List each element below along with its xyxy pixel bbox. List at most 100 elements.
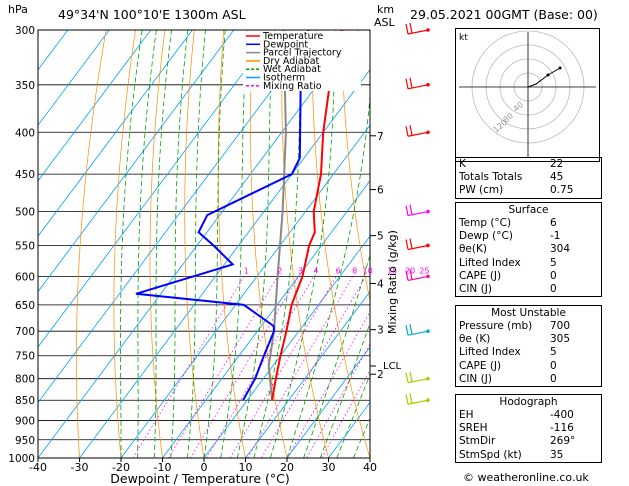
legend-entry: Parcel Trajectory	[263, 48, 342, 59]
wet-adiabat-line	[120, 30, 143, 458]
wet-adiabat-line	[220, 30, 248, 458]
location-label: 49°34'N 100°10'E 1300m ASL	[58, 7, 246, 22]
mixing-ratio-label: 2	[277, 266, 282, 275]
mixing-ratio-label: 4	[313, 266, 318, 275]
pressure-tick-label: 350	[15, 80, 35, 92]
temperature-tick-label: -10	[154, 461, 172, 474]
isotherm-line	[38, 30, 69, 71]
indices-table: K 22 Totals Totals 45 PW (cm) 0.75	[455, 157, 602, 199]
parcel-trajectory-line	[267, 30, 287, 401]
hodograph-table: Hodograph EH -400 SREH -116 StmDir 269° Stm…	[455, 394, 602, 463]
dry-adiabat-line	[311, 30, 370, 458]
hodograph-row: StmDir 269°	[459, 435, 576, 448]
hodograph-kt-label: kt	[459, 33, 468, 43]
wet-adiabat-line	[303, 253, 370, 458]
wind-barb	[409, 238, 413, 249]
wind-barb	[409, 204, 413, 215]
wet-adiabat-line	[286, 92, 370, 458]
mixing-axis-label: Mixing Ratio (g/kg)	[386, 230, 399, 334]
surface-row: θe(K) 304	[459, 243, 571, 256]
index-row-pw: PW (cm) 0.75	[459, 184, 574, 197]
km-unit-label: km	[377, 3, 395, 16]
index-row-totals: Totals Totals 45	[459, 171, 564, 184]
pressure-tick-label: 500	[15, 207, 35, 219]
isotherm-line	[161, 180, 370, 458]
wet-adiabat-line	[319, 322, 370, 458]
wind-barb	[405, 78, 409, 89]
dry-adiabat-line	[184, 30, 205, 458]
dry-adiabat-line	[250, 30, 288, 458]
pressure-tick-label: 450	[15, 169, 35, 181]
x-axis-label: Dewpoint / Temperature (°C)	[110, 471, 289, 486]
surface-row: Temp (°C) 6	[459, 217, 557, 229]
hodograph-row: SREH -116	[459, 422, 574, 435]
wind-barb-dot	[426, 329, 430, 334]
wet-adiabat-line	[153, 30, 172, 458]
isotherm-line	[38, 30, 152, 182]
wind-barb	[407, 29, 429, 35]
wind-barb	[405, 23, 409, 35]
temperature-tick-label: 20	[280, 461, 294, 474]
mixing-ratio-line	[189, 276, 299, 458]
wind-barb	[405, 270, 409, 281]
km-tick-label: 5	[377, 231, 384, 243]
mixing-ratio-label: 1	[244, 266, 249, 275]
pressure-tick-label: 850	[15, 395, 35, 407]
mixing-ratio-line	[287, 311, 370, 458]
dry-adiabat-line	[217, 30, 246, 458]
pressure-tick-label: 600	[15, 271, 35, 283]
wind-barb-dot	[426, 398, 430, 403]
wind-barb	[405, 126, 409, 137]
datetime-label: 29.05.2021 00GMT (Base: 00)	[410, 7, 598, 22]
wet-adiabat-line	[170, 30, 189, 458]
most-unstable-row: Pressure (mb) 700	[459, 320, 571, 332]
wind-barb-dot	[426, 376, 430, 381]
wind-barb	[407, 84, 429, 90]
mixing-ratio-label: 8	[352, 266, 357, 275]
wind-barb	[409, 22, 413, 34]
hodograph-row: StmSpd (kt) 35	[459, 448, 564, 461]
isotherm-line	[38, 30, 235, 293]
isotherm-line	[38, 30, 110, 126]
pressure-tick-label: 700	[15, 326, 35, 338]
legend-entry: Wet Adiabat	[263, 64, 321, 75]
temperature-tick-label: 10	[239, 461, 253, 474]
dry-adiabat-line	[621, 0, 629, 475]
temperature-tick-label: -40	[29, 461, 47, 474]
wind-barb	[407, 131, 429, 137]
mixing-ratio-line	[167, 276, 279, 458]
hodograph-point	[546, 73, 550, 77]
mixing-ratio-line	[132, 276, 245, 458]
mixing-ratio-label: 15	[387, 266, 397, 275]
wind-barb	[407, 330, 429, 336]
legend-box	[243, 31, 361, 91]
hodograph-point	[558, 66, 562, 70]
dry-adiabat-line	[149, 30, 166, 458]
most-unstable-row: θe (K) 305	[459, 333, 571, 346]
pressure-tick-label: 300	[15, 25, 35, 37]
wind-barb-dot	[426, 28, 430, 32]
dry-adiabat-line	[281, 30, 329, 458]
wet-adiabat-line	[137, 30, 157, 458]
mixing-ratio-line	[247, 276, 353, 458]
isotherm-line	[244, 290, 370, 458]
dry-adiabat-line	[76, 30, 107, 458]
temperature-tick-label: 30	[322, 461, 336, 474]
wind-barb	[405, 325, 409, 336]
wind-barb	[407, 244, 429, 251]
wind-barb	[405, 205, 409, 216]
surface-row: Lifted Index 5	[459, 256, 557, 269]
wind-barb-dot	[426, 209, 430, 214]
surface-row: Dewp (°C) -1	[459, 230, 561, 243]
asl-label: ASL	[374, 16, 395, 29]
pressure-tick-label: 750	[15, 351, 35, 363]
legend-entry: Dewpoint	[263, 39, 308, 50]
km-tick-label: 4	[377, 278, 384, 290]
wind-barb-dot	[426, 274, 430, 279]
wet-adiabat-line	[336, 373, 370, 458]
dewpoint-line	[135, 30, 310, 401]
hodograph-row: EH -400	[459, 409, 574, 421]
legend-entry: Isotherm	[263, 73, 305, 84]
legend-entry: Dry Adiabat	[263, 56, 320, 67]
